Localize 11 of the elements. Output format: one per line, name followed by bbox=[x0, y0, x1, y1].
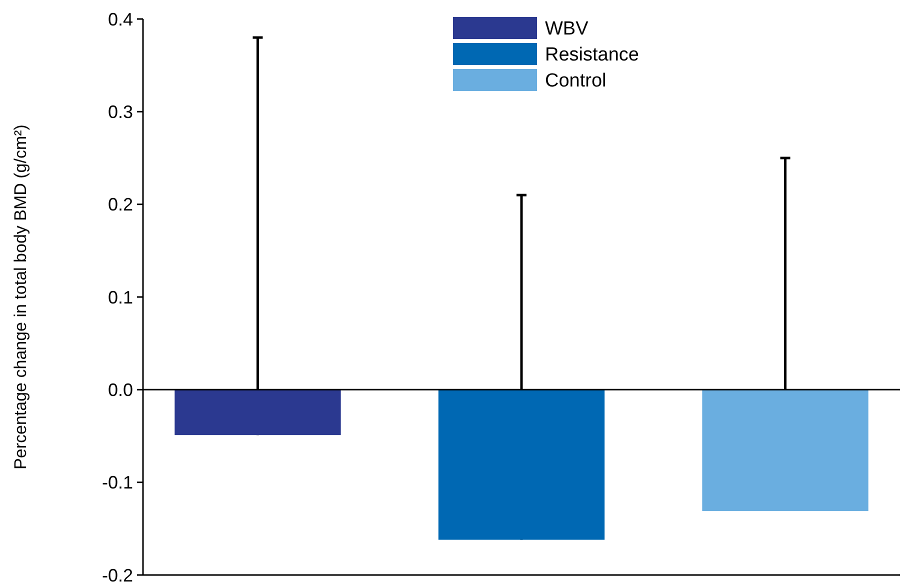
y-tick-label: 0.3 bbox=[108, 102, 133, 122]
legend-label: Control bbox=[545, 70, 606, 92]
y-tick-label: 0.4 bbox=[108, 9, 133, 30]
y-tick-label: 0.2 bbox=[108, 194, 133, 215]
y-tick-label: -0.1 bbox=[102, 472, 133, 493]
y-tick-label: 0.1 bbox=[108, 287, 133, 308]
y-tick-label: -0.2 bbox=[102, 565, 133, 583]
y-tick-label: 0.0 bbox=[108, 380, 133, 400]
legend-label: WBV bbox=[545, 18, 589, 40]
y-axis-title: Percentage change in total body BMD (g/cm²) bbox=[11, 124, 30, 470]
legend-label: Resistance bbox=[545, 44, 639, 66]
